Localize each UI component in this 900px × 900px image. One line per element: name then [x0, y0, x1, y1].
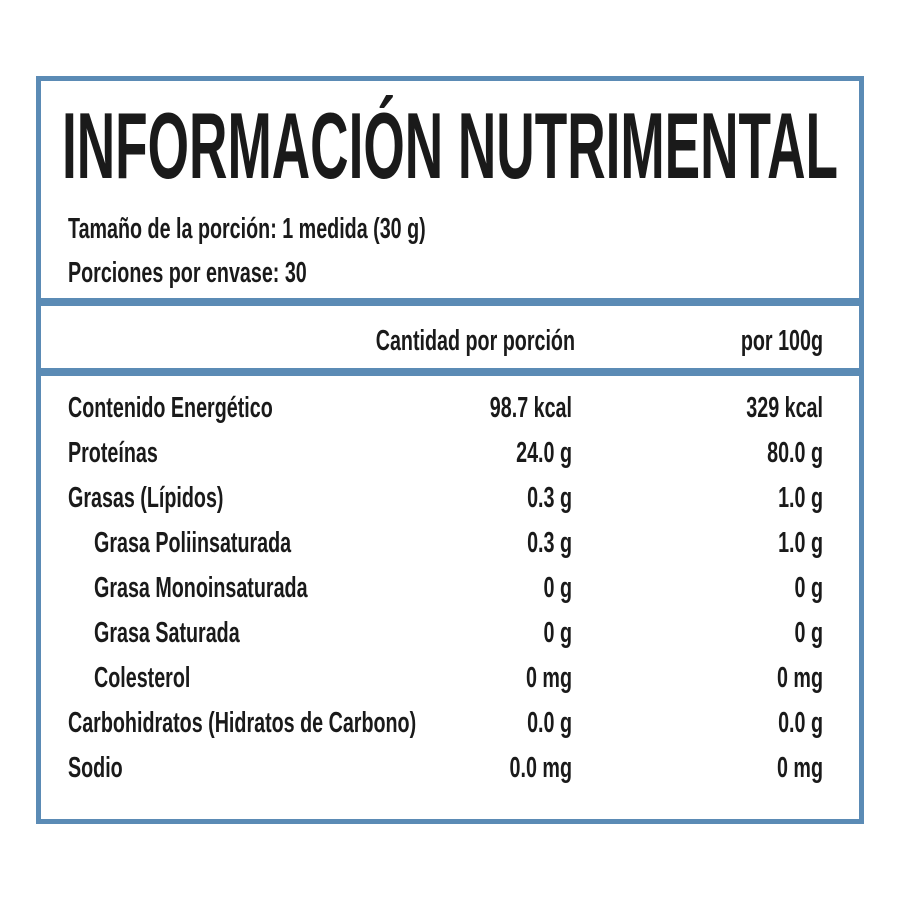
nutrient-name: Proteínas	[68, 437, 158, 469]
per-100g-value: 1.0 g	[778, 527, 823, 559]
nutrient-name: Grasa Monoinsaturada	[94, 572, 308, 604]
nutrient-name: Carbohidratos (Hidratos de Carbono)	[68, 707, 416, 739]
per-serving-value: 0.0 g	[527, 707, 572, 739]
servings-per-container: Porciones por envase: 30	[68, 257, 307, 289]
per-serving-value: 0 g	[544, 572, 572, 604]
label-body: Tamaño de la porción: 1 medida (30 g) Por…	[68, 213, 823, 784]
per-100g-value: 0 g	[795, 617, 823, 649]
nutrient-name: Sodio	[68, 752, 123, 784]
per-100g-value: 0 mg	[777, 752, 823, 784]
per-100g-value: 1.0 g	[778, 482, 823, 514]
per-serving-value: 0 mg	[526, 662, 572, 694]
nutrient-name: Grasa Saturada	[94, 617, 240, 649]
per-100g-value: 0 mg	[777, 662, 823, 694]
per-serving-value: 98.7 kcal	[490, 392, 572, 424]
per-serving-value: 0 g	[544, 617, 572, 649]
divider	[38, 368, 862, 376]
divider	[38, 298, 862, 306]
per-100g-value: 0.0 g	[778, 707, 823, 739]
nutrient-name: Grasas (Lípidos)	[68, 482, 224, 514]
serving-size: Tamaño de la porción: 1 medida (30 g)	[68, 213, 426, 245]
nutrient-name: Colesterol	[94, 662, 190, 694]
per-serving-value: 24.0 g	[516, 437, 572, 469]
per-serving-value: 0.3 g	[527, 482, 572, 514]
per-serving-value: 0.0 mg	[510, 752, 572, 784]
per-100g-value: 0 g	[795, 572, 823, 604]
column-header: por 100g	[741, 325, 823, 357]
column-header: Cantidad por porción	[376, 325, 575, 357]
nutrient-name: Grasa Poliinsaturada	[94, 527, 291, 559]
nutrient-name: Contenido Energético	[68, 392, 273, 424]
per-100g-value: 329 kcal	[746, 392, 823, 424]
title: INFORMACIÓN NUTRIMENTAL	[62, 93, 838, 198]
label-border	[36, 76, 864, 824]
per-serving-value: 0.3 g	[527, 527, 572, 559]
per-100g-value: 80.0 g	[767, 437, 823, 469]
